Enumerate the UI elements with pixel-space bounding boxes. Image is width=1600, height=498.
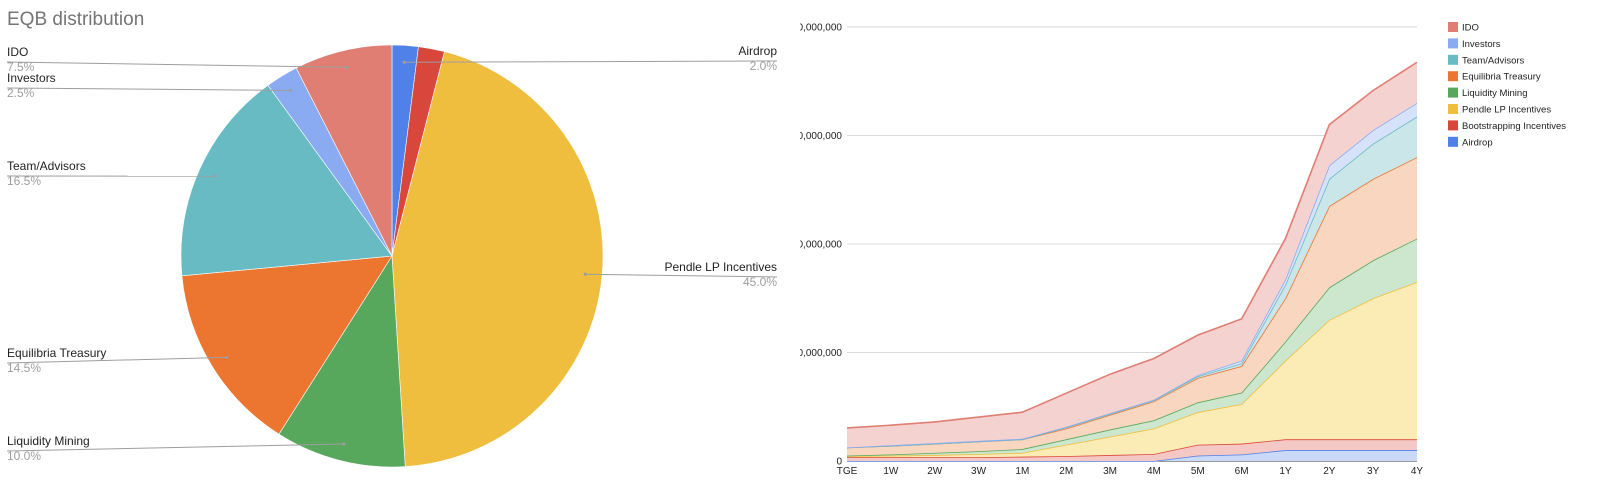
slice-percent-investors: 2.5% (7, 86, 35, 100)
x-tick-label: 6M (1235, 466, 1249, 477)
leader-line-ido (6, 61, 347, 68)
leader-dot-team-advisors (213, 174, 217, 178)
pie-slice-ido (295, 44, 393, 257)
x-tick-label: 2M (1059, 466, 1073, 477)
x-tick-label: 1Y (1279, 466, 1292, 477)
slice-label-team-advisors: Team/Advisors (7, 159, 86, 173)
pie-slice-equilibria-treasury (181, 255, 393, 435)
legend-label-airdrop: Airdrop (1462, 137, 1493, 148)
pie-chart-title: EQB distribution (7, 9, 144, 30)
leader-line-investors (6, 87, 291, 91)
legend-label-pendle-lp-incentives: Pendle LP Incentives (1462, 105, 1551, 116)
x-tick-label: TGE (837, 466, 858, 477)
x-tick-label: 3Y (1367, 466, 1380, 477)
legend-label-bootstrapping-incentives: Bootstrapping Incentives (1462, 121, 1566, 132)
slice-label-airdrop: Airdrop (738, 44, 777, 58)
leader-line-liquidity-mining (6, 443, 344, 452)
legend-label-team-advisors: Team/Advisors (1462, 55, 1525, 66)
y-tick-label: 40,000,000 (800, 240, 842, 251)
legend-label-equilibria-treasury: Equilibria Treasury (1462, 72, 1541, 83)
slice-percent-liquidity-mining: 10.0% (7, 449, 41, 463)
slice-percent-ido: 7.5% (7, 60, 35, 74)
area-band-airdrop (847, 450, 1417, 461)
leader-dot-equilibria-treasury (224, 355, 229, 360)
slice-label-ido: IDO (7, 45, 28, 59)
leader-dot-ido (345, 65, 349, 69)
legend-swatch-team-advisors (1448, 54, 1458, 65)
slice-percent-team-advisors: 16.5% (7, 174, 41, 188)
pie-slice-liquidity-mining (278, 255, 406, 468)
slice-label-investors: Investors (7, 71, 56, 85)
y-tick-label: 60,000,000 (800, 131, 842, 142)
x-tick-label: 3M (1103, 466, 1117, 477)
x-tick-label: 1M (1015, 466, 1029, 477)
x-axis-ticks: TGE 1W 2W 3W 1M 2M 3M 4M 5M 6M 1Y 2Y 3Y 4Y (837, 466, 1424, 477)
legend-swatch-bootstrapping-incentives (1448, 120, 1458, 131)
pie-slices (180, 44, 604, 468)
legend-swatch-pendle-lp-incentives (1448, 104, 1458, 114)
leader-dot-liquidity-mining (342, 442, 346, 446)
slice-label-equilibria-treasury: Equilibria Treasury (7, 346, 106, 360)
series-line-ido (846, 61, 1418, 429)
y-tick-label: 20,000,000 (800, 348, 842, 359)
legend-swatch-liquidity-mining (1448, 87, 1458, 98)
legend: IDO Investors Team/Advisors Equilibria Trea… (1448, 22, 1566, 148)
leader-dot-pendle-lp-incentives (583, 272, 587, 276)
leader-line-airdrop (404, 60, 778, 63)
area-band-equilibria-treasury (847, 157, 1417, 456)
legend-label-ido: IDO (1462, 23, 1479, 34)
y-tick-label: 0 (836, 457, 842, 468)
legend-label-liquidity-mining: Liquidity Mining (1462, 88, 1527, 99)
legend-swatch-investors (1448, 38, 1458, 49)
x-tick-label: 4Y (1411, 466, 1424, 477)
slice-label-pendle-lp-incentives: Pendle LP Incentives (664, 260, 777, 274)
x-tick-label: 3W (971, 466, 987, 477)
slice-label-liquidity-mining: Liquidity Mining (7, 434, 90, 448)
legend-swatch-ido (1448, 22, 1458, 32)
y-axis-ticks: 0 20,000,000 40,000,000 60,000,000 80,000,00… (800, 23, 842, 468)
leader-dot-investors (288, 88, 293, 93)
area-band-bootstrapping-incentives (847, 439, 1417, 461)
leader-line-equilibria-treasury (6, 356, 227, 364)
x-tick-label: 5M (1191, 466, 1205, 477)
legend-label-investors: Investors (1462, 39, 1501, 50)
x-tick-label: 1W (883, 466, 899, 477)
area-chart: 0 20,000,000 40,000,000 60,000,000 80,000,00… (800, 22, 1566, 477)
leader-line-pendle-lp-incentives (585, 273, 778, 278)
x-tick-label: 2Y (1323, 466, 1336, 477)
pie-slice-team-advisors (180, 84, 393, 277)
area-series (846, 61, 1418, 462)
area-band-pendle-lp-incentives (847, 281, 1417, 458)
slice-percent-airdrop: 2.0% (750, 59, 778, 73)
leader-dot-airdrop (402, 60, 406, 64)
legend-swatch-airdrop (1448, 136, 1458, 147)
x-tick-label: 2W (927, 466, 943, 477)
x-tick-label: 4M (1147, 466, 1161, 477)
legend-swatch-equilibria-treasury (1448, 71, 1458, 82)
pie-slice-pendle-lp-incentives (391, 51, 604, 467)
y-tick-label: 80,000,000 (800, 23, 842, 34)
slice-percent-equilibria-treasury: 14.5% (7, 361, 41, 375)
slice-percent-pendle-lp-incentives: 45.0% (743, 275, 777, 289)
